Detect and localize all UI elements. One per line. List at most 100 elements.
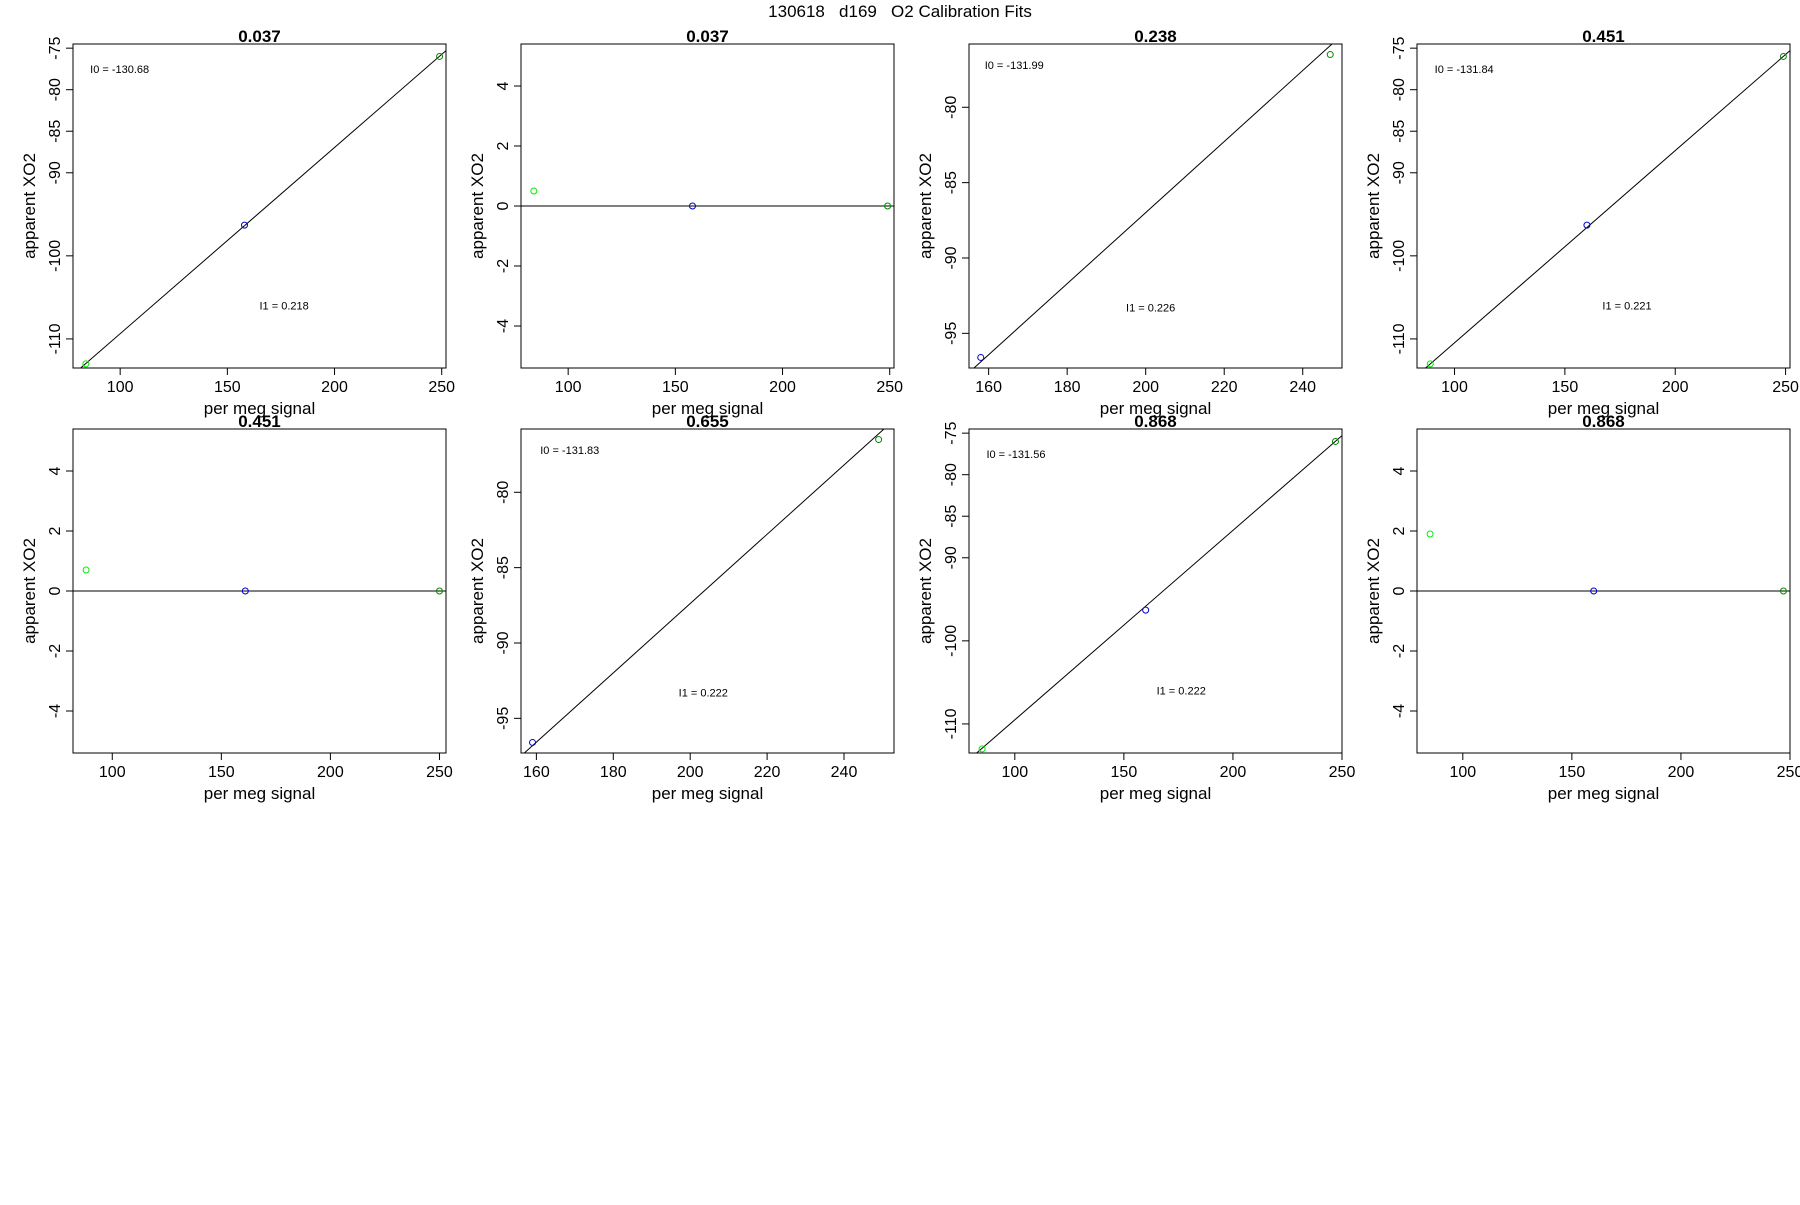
data-point (436, 52, 444, 60)
panel-3: 0.238 160 180 200 220 240 -95 -90 -85 -80 per meg … (916, 27, 1343, 418)
fit-annotation: I1 = 0.222 (1157, 686, 1206, 698)
data-point (1331, 437, 1339, 445)
y-tick-label: -90 (495, 631, 512, 654)
y-tick-label: -75 (943, 421, 960, 444)
fit-annotation: I0 = -131.56 (986, 449, 1045, 461)
y-tick-label: -110 (1391, 323, 1408, 354)
x-tick-label: 200 (1132, 379, 1159, 396)
x-tick-label: 200 (317, 764, 344, 781)
plot-area (73, 566, 446, 595)
plot-frame (1416, 43, 1791, 369)
x-tick-label: 100 (1441, 379, 1468, 396)
x-tick-label: 100 (1449, 764, 1476, 781)
plot-frame (968, 428, 1343, 754)
x-tick-label: 150 (1559, 764, 1586, 781)
y-tick-label: -95 (495, 707, 512, 730)
data-point (82, 566, 90, 574)
x-tick-label: 200 (1668, 764, 1695, 781)
y-tick-label: -100 (943, 625, 960, 657)
data-point (875, 436, 883, 444)
x-axis-label: per meg signal (1100, 784, 1212, 803)
data-point (884, 202, 892, 210)
x-tick-label: 200 (321, 379, 348, 396)
y-tick-label: -75 (1391, 36, 1408, 59)
plot-area (1417, 530, 1790, 595)
x-tick-label: 200 (769, 379, 796, 396)
plot-frame (72, 43, 447, 369)
y-tick-label: -85 (495, 556, 512, 579)
fit-annotation: I1 = 0.221 (1602, 301, 1651, 313)
x-tick-label: 150 (208, 764, 235, 781)
y-tick-label: -90 (943, 246, 960, 269)
panel-5: 0.451 100 150 200 250 -4 -2 0 2 4 per meg signal ap… (20, 412, 453, 803)
x-axis-label: per meg signal (652, 784, 764, 803)
y-tick-label: -110 (47, 323, 64, 354)
y-tick-label: 0 (495, 201, 512, 210)
data-point (1426, 530, 1434, 538)
x-tick-label: 150 (662, 379, 689, 396)
y-tick-label: -4 (495, 319, 512, 333)
panel-title: 0.238 (1134, 27, 1177, 46)
data-point (1426, 360, 1434, 368)
fit-annotation: I0 = -130.68 (90, 64, 149, 76)
x-axis-label: per meg signal (1548, 784, 1660, 803)
x-tick-label: 250 (876, 379, 903, 396)
panel-title: 0.868 (1134, 412, 1177, 431)
x-tick-label: 220 (1211, 379, 1238, 396)
x-tick-label: 250 (1772, 379, 1799, 396)
x-tick-label: 240 (831, 764, 858, 781)
fit-annotation: I1 = 0.218 (260, 301, 309, 313)
panel-4: 0.451 100 150 200 250 -110 -100 -90 -85 -80 -75 per… (1364, 27, 1799, 418)
fit-annotation: I0 = -131.83 (540, 445, 599, 457)
x-tick-label: 180 (600, 764, 627, 781)
data-point (1326, 51, 1334, 59)
y-tick-label: -80 (943, 463, 960, 486)
x-tick-label: 240 (1289, 379, 1316, 396)
y-tick-label: -80 (943, 96, 960, 119)
y-tick-label: -2 (47, 644, 64, 658)
panel-title: 0.451 (1582, 27, 1625, 46)
panel-title: 0.868 (1582, 412, 1625, 431)
x-tick-label: 100 (555, 379, 582, 396)
panel-1: 0.037 100 150 200 250 -110 -100 -90 -85 -80 -75 per… (20, 27, 455, 418)
y-tick-label: 2 (47, 526, 64, 535)
y-tick-label: -80 (47, 78, 64, 101)
y-tick-label: 2 (495, 141, 512, 150)
data-point (688, 202, 696, 210)
plot-area: I0 = -131.56 I1 = 0.222 (975, 435, 1342, 753)
y-tick-label: -75 (47, 36, 64, 59)
x-tick-label: 100 (99, 764, 126, 781)
panel-title: 0.451 (238, 412, 281, 431)
y-axis-label: apparent XO2 (1364, 153, 1383, 259)
y-tick-label: 4 (1391, 466, 1408, 475)
data-point (435, 587, 443, 595)
panel-title: 0.037 (686, 27, 729, 46)
y-axis-label: apparent XO2 (1364, 538, 1383, 644)
y-tick-label: -95 (943, 322, 960, 345)
data-point (240, 221, 248, 229)
y-tick-label: -80 (1391, 78, 1408, 101)
y-tick-label: -4 (47, 704, 64, 718)
x-tick-label: 250 (428, 379, 455, 396)
x-tick-label: 200 (1220, 764, 1247, 781)
panel-6: 0.655 160 180 200 220 240 -95 -90 -85 -80 per meg … (468, 412, 895, 803)
plot-area: I0 = -131.83 I1 = 0.222 (523, 429, 885, 753)
y-tick-label: -2 (1391, 644, 1408, 658)
y-tick-label: -100 (1391, 240, 1408, 272)
x-tick-label: 150 (1111, 764, 1138, 781)
fit-annotation: I1 = 0.226 (1126, 303, 1175, 315)
y-tick-label: -80 (495, 481, 512, 504)
x-axis-label: per meg signal (204, 399, 316, 418)
fit-line (79, 50, 446, 368)
x-tick-label: 160 (523, 764, 550, 781)
y-axis-label: apparent XO2 (468, 538, 487, 644)
figure-title: 130618 d169 O2 Calibration Fits (768, 2, 1032, 21)
x-axis-label: per meg signal (1100, 399, 1212, 418)
fit-annotation: I0 = -131.99 (985, 60, 1044, 72)
plot-area: I0 = -131.99 I1 = 0.226 (973, 44, 1334, 368)
plot-frame (968, 43, 1343, 369)
panel-7: 0.868 100 150 200 250 -110 -100 -90 -85 -80 -75 per… (916, 412, 1355, 803)
y-tick-label: -4 (1391, 704, 1408, 718)
y-axis-label: apparent XO2 (916, 153, 935, 259)
